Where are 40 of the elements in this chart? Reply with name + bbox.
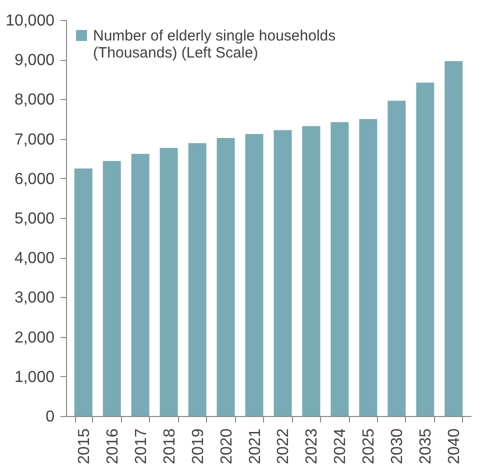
x-tick-label: 2020 bbox=[218, 428, 236, 464]
x-tick-label: 2025 bbox=[360, 428, 378, 464]
bar bbox=[102, 160, 121, 416]
x-tick-label: 2018 bbox=[161, 428, 178, 464]
x-tick-label: 2019 bbox=[190, 428, 207, 464]
y-tick-label: 1,000 bbox=[14, 368, 55, 386]
x-tick-label: 2016 bbox=[104, 428, 122, 464]
bar bbox=[444, 61, 463, 416]
y-tick-label: 3,000 bbox=[14, 290, 55, 307]
y-tick-label: 10,000 bbox=[6, 12, 55, 30]
bar bbox=[160, 148, 178, 416]
x-tick-label: 2024 bbox=[332, 428, 350, 464]
bar bbox=[74, 168, 92, 416]
y-tick-label: 7,000 bbox=[14, 131, 55, 148]
x-tick-label: 2035 bbox=[418, 428, 435, 464]
y-tick-label: 4,000 bbox=[14, 250, 55, 268]
x-tick-label: 2023 bbox=[304, 428, 321, 464]
bar bbox=[388, 100, 406, 416]
bar bbox=[131, 154, 150, 416]
y-tick-label: 5,000 bbox=[14, 210, 55, 228]
y-tick-label: 0 bbox=[46, 408, 55, 426]
x-tick-label: 2022 bbox=[275, 428, 292, 464]
bar bbox=[302, 126, 320, 416]
x-tick-label: 2030 bbox=[389, 428, 406, 464]
x-tick-label: 2021 bbox=[246, 428, 264, 464]
bar bbox=[188, 143, 206, 416]
bar bbox=[359, 119, 378, 416]
x-tick-label: 2015 bbox=[76, 428, 93, 464]
bar bbox=[330, 122, 349, 416]
bar bbox=[416, 82, 434, 416]
bar bbox=[274, 130, 292, 416]
x-tick-label: 2040 bbox=[446, 428, 464, 464]
y-tick-label: 9,000 bbox=[14, 52, 55, 70]
legend-label: Number of elderly single households (Thousands) (Left Scale) bbox=[93, 28, 336, 62]
bar bbox=[216, 138, 235, 416]
y-tick-label: 8,000 bbox=[14, 92, 55, 109]
x-tick-label: 2017 bbox=[132, 428, 150, 464]
y-tick-label: 6,000 bbox=[14, 170, 55, 188]
bar bbox=[245, 134, 264, 416]
y-tick-label: 2,000 bbox=[14, 329, 55, 346]
